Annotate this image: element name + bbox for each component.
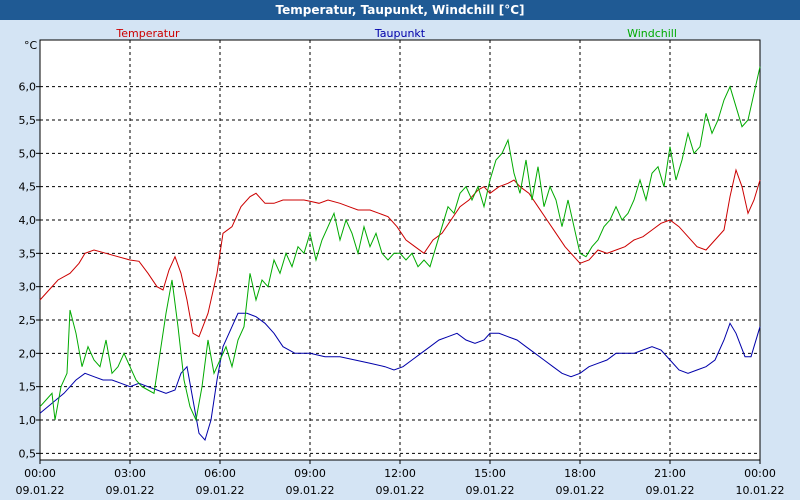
x-tick-time: 12:00 (384, 467, 416, 480)
grid-layer (40, 40, 760, 460)
axis-layer: 0,5 1,0 1,5 2,0 2,5 3,0 3,5 4,0 4,5 5,0 5,5 6,0 00:0… (16, 81, 785, 497)
legend-taupunkt: Taupunkt (374, 27, 426, 40)
chart-canvas: 0,5 1,0 1,5 2,0 2,5 3,0 3,5 4,0 4,5 5,0 5,5 6,0 00:0… (16, 27, 785, 497)
x-tick-date: 09.01.22 (286, 484, 335, 497)
x-tick-date: 09.01.22 (646, 484, 695, 497)
y-tick-label: 1,5 (19, 381, 37, 394)
y-tick-label: 0,5 (19, 447, 37, 460)
x-tick-time: 15:00 (474, 467, 506, 480)
x-tick-time: 06:00 (204, 467, 236, 480)
y-tick-label: 5,5 (19, 114, 37, 127)
y-tick-label: 2,5 (19, 314, 37, 327)
x-tick-date: 09.01.22 (466, 484, 515, 497)
x-tick-time: 00:00 (744, 467, 776, 480)
legend-windchill: Windchill (627, 27, 677, 40)
y-tick-label: 3,0 (19, 281, 37, 294)
x-tick-date: 09.01.22 (106, 484, 155, 497)
x-tick-time: 00:00 (24, 467, 56, 480)
series-line-windchill (39, 66, 761, 422)
y-tick-label: 4,5 (19, 181, 37, 194)
x-tick-time: 03:00 (114, 467, 146, 480)
x-tick-date: 09.01.22 (556, 484, 605, 497)
x-tick-time: 18:00 (564, 467, 596, 480)
x-tick-time: 09:00 (294, 467, 326, 480)
y-axis-unit: °C (24, 39, 38, 52)
y-tick-label: 5,0 (19, 147, 37, 160)
y-tick-label: 6,0 (19, 81, 37, 94)
y-tick-label: 3,5 (19, 247, 37, 260)
chart-title: Temperatur, Taupunkt, Windchill [°C] (0, 0, 800, 20)
legend-layer: Temperatur Taupunkt Windchill (115, 27, 677, 40)
x-tick-date: 09.01.22 (376, 484, 425, 497)
x-tick-date: 09.01.22 (16, 484, 65, 497)
x-tick-date: 10.01.22 (736, 484, 785, 497)
legend-temperatur: Temperatur (115, 27, 180, 40)
x-tick-time: 21:00 (654, 467, 686, 480)
x-tick-date: 09.01.22 (196, 484, 245, 497)
series-line-taupunkt (39, 312, 761, 441)
series-line-temperatur (39, 168, 761, 338)
y-tick-label: 1,0 (19, 414, 37, 427)
y-tick-label: 2,0 (19, 347, 37, 360)
y-tick-label: 4,0 (19, 214, 37, 227)
series-layer (39, 66, 761, 441)
